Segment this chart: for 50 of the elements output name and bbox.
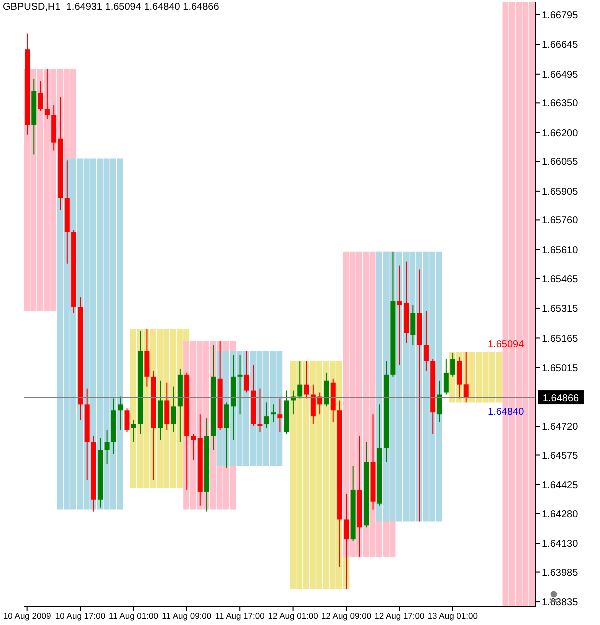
annotation: 1.65094	[488, 339, 525, 350]
y-tick-label: 1.65760	[542, 216, 579, 227]
y-tick-label: 1.63985	[542, 568, 579, 579]
ref-line-label: 1.64866	[542, 394, 580, 405]
candlestick	[164, 382, 170, 431]
x-tick-label: 10 Aug 17:00	[55, 611, 106, 622]
candlestick	[304, 360, 310, 400]
candlestick	[191, 434, 196, 461]
y-tick-label: 1.65315	[542, 304, 579, 316]
x-tick-label: 11 Aug 17:00	[215, 611, 266, 622]
candlestick	[118, 396, 124, 431]
candlestick	[324, 372, 330, 408]
candlestick	[44, 68, 50, 120]
y-tick-label: 1.66200	[542, 128, 579, 140]
candlestick	[264, 402, 270, 429]
y-tick-label: 1.66645	[542, 40, 579, 52]
x-tick-label: 12 Aug 09:00	[321, 611, 372, 622]
candlestick	[131, 420, 136, 443]
candlestick	[38, 80, 44, 112]
x-tick-label: 11 Aug 01:00	[108, 611, 159, 622]
y-tick-label: 1.64425	[542, 480, 579, 492]
y-tick-label: 1.66795	[542, 10, 579, 22]
y-tick-label: 1.65165	[542, 334, 579, 345]
candlestick	[271, 404, 276, 424]
y-tick-label: 1.64575	[542, 450, 579, 462]
y-tick-label: 1.64720	[542, 422, 579, 434]
chart-title: GBPUSD,H1 1.64931 1.65094 1.64840 1.64866	[3, 2, 220, 13]
y-tick-label: 1.65905	[542, 186, 579, 198]
y-tick-label: 1.65610	[542, 246, 579, 256]
annotation: 1.64840	[488, 406, 525, 418]
x-tick-label: 13 Aug 01:00	[428, 611, 478, 622]
candlestick	[410, 304, 416, 346]
y-tick-label: 1.65465	[542, 274, 579, 286]
candlestick	[298, 360, 303, 400]
x-tick-label: 12 Aug 17:00	[374, 611, 426, 622]
x-tick-label: 11 Aug 09:00	[162, 611, 212, 622]
y-tick-label: 1.65015	[542, 364, 579, 375]
candlestick	[437, 380, 442, 424]
candlestick	[424, 310, 429, 372]
x-tick-label: 10 Aug 2009	[3, 611, 52, 622]
y-tick-label: 1.66350	[542, 98, 579, 110]
y-tick-label: 1.66055	[542, 157, 579, 168]
y-tick-label: 1.64130	[542, 539, 579, 550]
y-tick-label: 1.66495	[542, 70, 579, 81]
x-tick-label: 12 Aug 01:00	[268, 611, 319, 622]
y-tick-label: 1.64280	[542, 509, 579, 520]
candlestick	[124, 408, 130, 433]
candlestick	[104, 430, 110, 465]
candlestick	[278, 398, 283, 433]
candlestick	[171, 386, 176, 433]
